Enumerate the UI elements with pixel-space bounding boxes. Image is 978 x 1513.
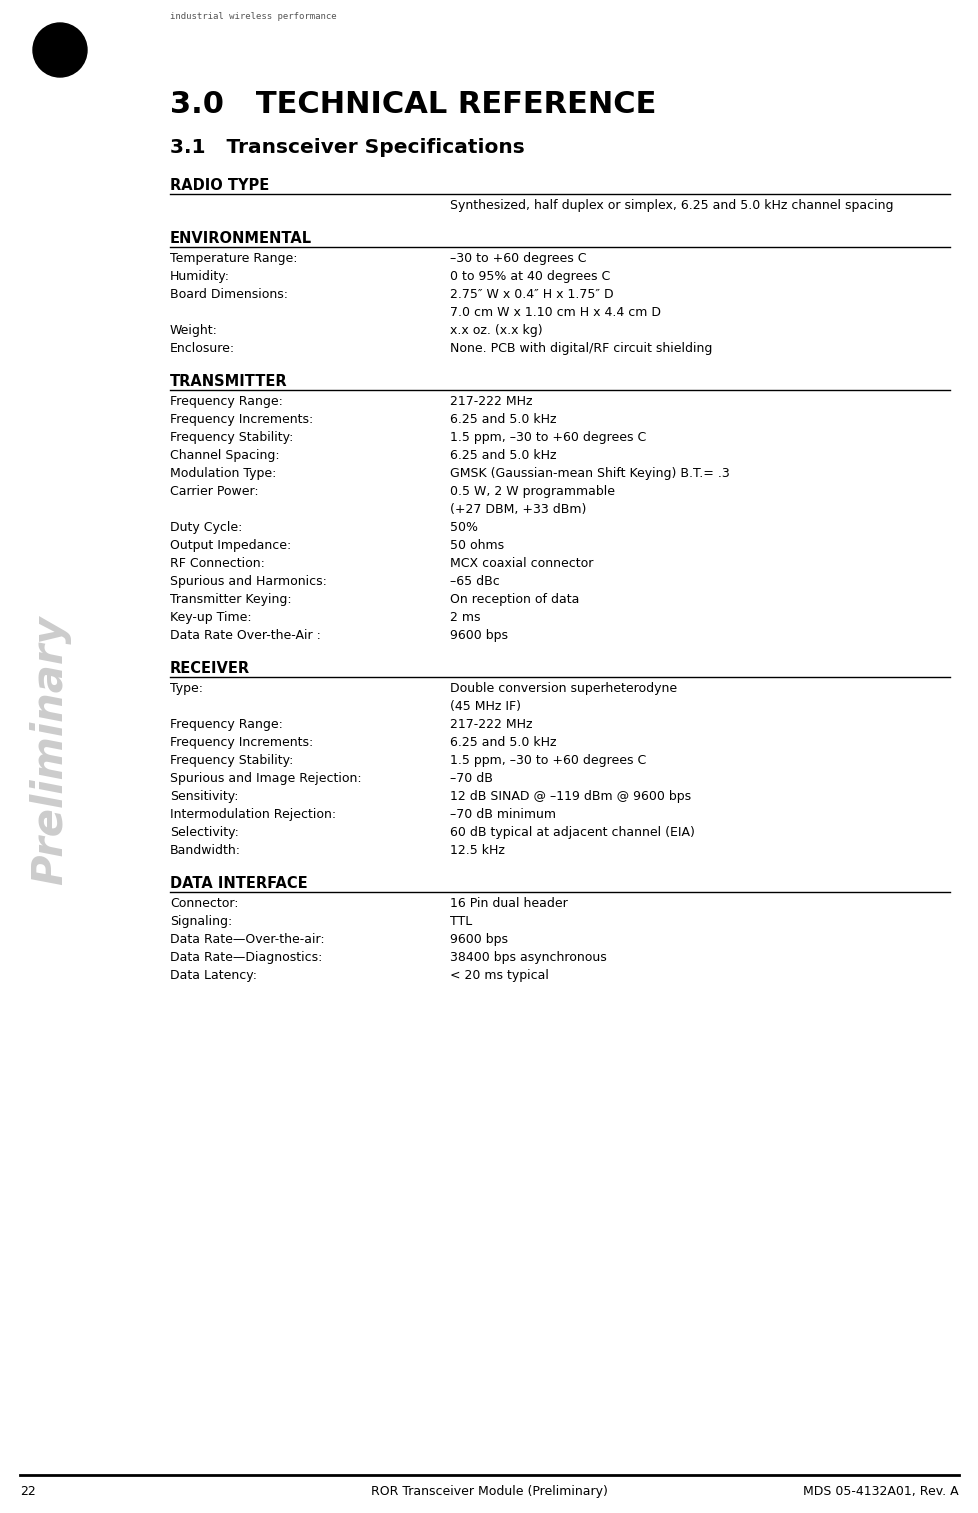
Text: Data Latency:: Data Latency: [170,968,257,982]
Text: 50%: 50% [450,520,477,534]
Text: TRANSMITTER: TRANSMITTER [170,374,288,389]
Text: Spurious and Image Rejection:: Spurious and Image Rejection: [170,772,361,785]
Text: Data Rate—Diagnostics:: Data Rate—Diagnostics: [170,952,322,964]
Text: < 20 ms typical: < 20 ms typical [450,968,549,982]
Text: TTL: TTL [450,915,471,927]
Text: MDS 05-4132A01, Rev. A: MDS 05-4132A01, Rev. A [803,1484,958,1498]
Text: Spurious and Harmonics:: Spurious and Harmonics: [170,575,327,589]
Text: Signaling:: Signaling: [170,915,232,927]
Text: –70 dB minimum: –70 dB minimum [450,808,556,822]
Circle shape [33,23,87,77]
Text: RADIO TYPE: RADIO TYPE [170,179,269,194]
Text: –65 dBc: –65 dBc [450,575,499,589]
Text: 0.5 W, 2 W programmable: 0.5 W, 2 W programmable [450,486,614,498]
Text: GMSK (Gaussian-mean Shift Keying) B.T.= .3: GMSK (Gaussian-mean Shift Keying) B.T.= … [450,468,729,480]
Text: 12 dB SINAD @ –119 dBm @ 9600 bps: 12 dB SINAD @ –119 dBm @ 9600 bps [450,790,690,803]
Text: 217-222 MHz: 217-222 MHz [450,719,532,731]
Text: Data Rate—Over-the-air:: Data Rate—Over-the-air: [170,934,325,946]
Text: Frequency Range:: Frequency Range: [170,719,283,731]
Text: 16 Pin dual header: 16 Pin dual header [450,897,567,909]
Text: Weight:: Weight: [170,324,218,337]
Text: 38400 bps asynchronous: 38400 bps asynchronous [450,952,606,964]
Text: x.x oz. (x.x kg): x.x oz. (x.x kg) [450,324,542,337]
Text: Frequency Range:: Frequency Range: [170,395,283,409]
Text: Modulation Type:: Modulation Type: [170,468,276,480]
Text: Transmitter Keying:: Transmitter Keying: [170,593,291,607]
Text: 12.5 kHz: 12.5 kHz [450,844,505,856]
Text: Board Dimensions:: Board Dimensions: [170,287,288,301]
Text: ROR Transceiver Module (Preliminary): ROR Transceiver Module (Preliminary) [371,1484,607,1498]
Text: Frequency Increments:: Frequency Increments: [170,735,313,749]
Text: Connector:: Connector: [170,897,239,909]
Text: Enclosure:: Enclosure: [170,342,235,356]
Text: Bandwidth:: Bandwidth: [170,844,241,856]
Text: ENVIRONMENTAL: ENVIRONMENTAL [170,231,312,247]
Text: 7.0 cm W x 1.10 cm H x 4.4 cm D: 7.0 cm W x 1.10 cm H x 4.4 cm D [450,306,660,319]
Text: Temperature Range:: Temperature Range: [170,253,297,265]
Text: 9600 bps: 9600 bps [450,934,508,946]
Text: MCX coaxial connector: MCX coaxial connector [450,557,593,570]
Text: 2 ms: 2 ms [450,611,480,623]
Text: Frequency Increments:: Frequency Increments: [170,413,313,427]
Text: 6.25 and 5.0 kHz: 6.25 and 5.0 kHz [450,449,556,461]
Text: 6.25 and 5.0 kHz: 6.25 and 5.0 kHz [450,413,556,427]
Text: 50 ohms: 50 ohms [450,539,504,552]
Text: Type:: Type: [170,682,202,694]
Text: 3.0   TECHNICAL REFERENCE: 3.0 TECHNICAL REFERENCE [170,89,655,120]
Text: Duty Cycle:: Duty Cycle: [170,520,243,534]
Text: (45 MHz IF): (45 MHz IF) [450,701,520,713]
Text: Synthesized, half duplex or simplex, 6.25 and 5.0 kHz channel spacing: Synthesized, half duplex or simplex, 6.2… [450,200,893,212]
Text: (+27 DBM, +33 dBm): (+27 DBM, +33 dBm) [450,502,586,516]
Text: –70 dB: –70 dB [450,772,492,785]
Text: industrial wireless performance: industrial wireless performance [170,12,336,21]
Text: Carrier Power:: Carrier Power: [170,486,258,498]
Text: RECEIVER: RECEIVER [170,661,249,676]
Text: Preliminary: Preliminary [29,616,71,885]
Text: 6.25 and 5.0 kHz: 6.25 and 5.0 kHz [450,735,556,749]
Text: 217-222 MHz: 217-222 MHz [450,395,532,409]
Text: DATA INTERFACE: DATA INTERFACE [170,876,307,891]
Text: Output Impedance:: Output Impedance: [170,539,290,552]
Text: Key-up Time:: Key-up Time: [170,611,251,623]
Text: On reception of data: On reception of data [450,593,579,607]
Text: Double conversion superheterodyne: Double conversion superheterodyne [450,682,677,694]
Text: RF Connection:: RF Connection: [170,557,265,570]
Text: 1.5 ppm, –30 to +60 degrees C: 1.5 ppm, –30 to +60 degrees C [450,431,645,443]
Text: 0 to 95% at 40 degrees C: 0 to 95% at 40 degrees C [450,269,609,283]
Text: 60 dB typical at adjacent channel (EIA): 60 dB typical at adjacent channel (EIA) [450,826,694,840]
Text: Channel Spacing:: Channel Spacing: [170,449,280,461]
Text: –30 to +60 degrees C: –30 to +60 degrees C [450,253,586,265]
Text: None. PCB with digital/RF circuit shielding: None. PCB with digital/RF circuit shield… [450,342,712,356]
Text: Frequency Stability:: Frequency Stability: [170,753,293,767]
Text: Selectivity:: Selectivity: [170,826,239,840]
Text: 3.1   Transceiver Specifications: 3.1 Transceiver Specifications [170,138,524,157]
Text: 2.75″ W x 0.4″ H x 1.75″ D: 2.75″ W x 0.4″ H x 1.75″ D [450,287,613,301]
Text: Data Rate Over-the-Air :: Data Rate Over-the-Air : [170,629,321,642]
Text: Sensitivity:: Sensitivity: [170,790,239,803]
Text: MDS: MDS [42,48,77,64]
Text: Frequency Stability:: Frequency Stability: [170,431,293,443]
Text: 1.5 ppm, –30 to +60 degrees C: 1.5 ppm, –30 to +60 degrees C [450,753,645,767]
Text: Humidity:: Humidity: [170,269,230,283]
Text: 22: 22 [20,1484,36,1498]
Text: 9600 bps: 9600 bps [450,629,508,642]
Text: Intermodulation Rejection:: Intermodulation Rejection: [170,808,335,822]
